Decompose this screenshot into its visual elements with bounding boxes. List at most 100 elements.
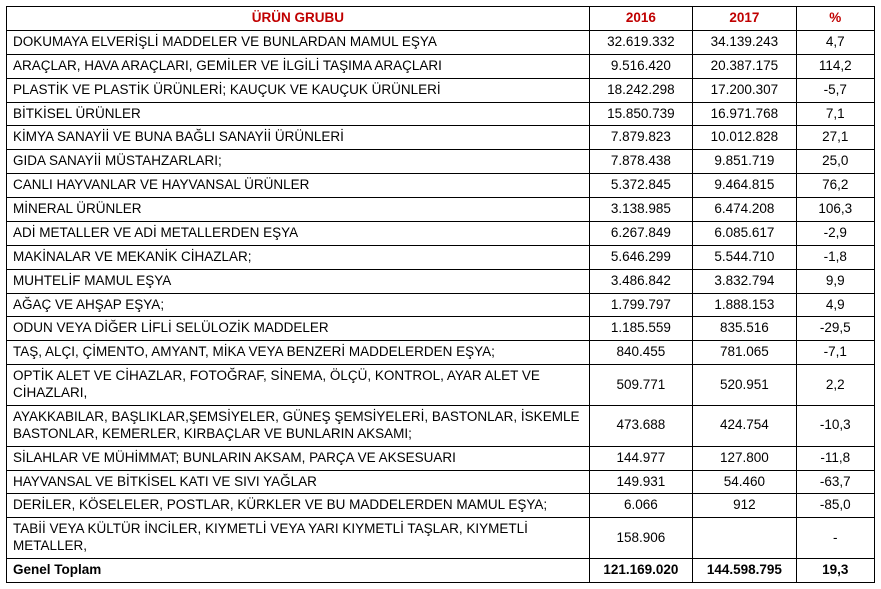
cell-name: AĞAÇ VE AHŞAP EŞYA; xyxy=(7,293,590,317)
cell-name: ODUN VEYA DİĞER LİFLİ SELÜLOZİK MADDELER xyxy=(7,317,590,341)
cell-2017: 781.065 xyxy=(693,341,796,365)
cell-percent: -7,1 xyxy=(796,341,874,365)
cell-2017: 10.012.828 xyxy=(693,126,796,150)
cell-2017: 520.951 xyxy=(693,365,796,406)
table-row: BİTKİSEL ÜRÜNLER15.850.73916.971.7687,1 xyxy=(7,102,875,126)
cell-percent: 76,2 xyxy=(796,174,874,198)
table-row: GIDA SANAYİİ MÜSTAHZARLARI;7.878.4389.85… xyxy=(7,150,875,174)
cell-2016: 32.619.332 xyxy=(589,30,692,54)
cell-percent: -1,8 xyxy=(796,245,874,269)
cell-percent: -10,3 xyxy=(796,405,874,446)
cell-name: MAKİNALAR VE MEKANİK CİHAZLAR; xyxy=(7,245,590,269)
table-row: MUHTELİF MAMUL EŞYA3.486.8423.832.7949,9 xyxy=(7,269,875,293)
cell-2016: 473.688 xyxy=(589,405,692,446)
total-2016: 121.169.020 xyxy=(589,559,692,583)
cell-percent: 114,2 xyxy=(796,54,874,78)
cell-2016: 3.486.842 xyxy=(589,269,692,293)
col-header-2016: 2016 xyxy=(589,7,692,31)
cell-percent: -5,7 xyxy=(796,78,874,102)
cell-name: OPTİK ALET VE CİHAZLAR, FOTOĞRAF, SİNEMA… xyxy=(7,365,590,406)
total-2017: 144.598.795 xyxy=(693,559,796,583)
table-row: KİMYA SANAYİİ VE BUNA BAĞLI SANAYİİ ÜRÜN… xyxy=(7,126,875,150)
cell-2016: 840.455 xyxy=(589,341,692,365)
cell-name: AYAKKABILAR, BAŞLIKLAR,ŞEMSİYELER, GÜNEŞ… xyxy=(7,405,590,446)
cell-2016: 149.931 xyxy=(589,470,692,494)
table-row: AYAKKABILAR, BAŞLIKLAR,ŞEMSİYELER, GÜNEŞ… xyxy=(7,405,875,446)
cell-2017: 17.200.307 xyxy=(693,78,796,102)
table-row: TABİİ VEYA KÜLTÜR İNCİLER, KIYMETLİ VEYA… xyxy=(7,518,875,559)
cell-2016: 6.066 xyxy=(589,494,692,518)
cell-2016: 5.646.299 xyxy=(589,245,692,269)
cell-2016: 18.242.298 xyxy=(589,78,692,102)
cell-percent: -2,9 xyxy=(796,221,874,245)
cell-2017: 127.800 xyxy=(693,446,796,470)
table-row: DERİLER, KÖSELELER, POSTLAR, KÜRKLER VE … xyxy=(7,494,875,518)
cell-2017 xyxy=(693,518,796,559)
table-row: DOKUMAYA ELVERİŞLİ MADDELER VE BUNLARDAN… xyxy=(7,30,875,54)
cell-2017: 6.085.617 xyxy=(693,221,796,245)
cell-name: TABİİ VEYA KÜLTÜR İNCİLER, KIYMETLİ VEYA… xyxy=(7,518,590,559)
cell-2016: 1.185.559 xyxy=(589,317,692,341)
cell-name: TAŞ, ALÇI, ÇİMENTO, AMYANT, MİKA VEYA BE… xyxy=(7,341,590,365)
table-row: HAYVANSAL VE BİTKİSEL KATI VE SIVI YAĞLA… xyxy=(7,470,875,494)
cell-2017: 912 xyxy=(693,494,796,518)
total-percent: 19,3 xyxy=(796,559,874,583)
cell-percent: -63,7 xyxy=(796,470,874,494)
cell-percent: 27,1 xyxy=(796,126,874,150)
cell-2016: 1.799.797 xyxy=(589,293,692,317)
page: ÜRÜN GRUBU 2016 2017 % DOKUMAYA ELVERİŞL… xyxy=(0,0,881,589)
table-row: PLASTİK VE PLASTİK ÜRÜNLERİ; KAUÇUK VE K… xyxy=(7,78,875,102)
cell-name: DERİLER, KÖSELELER, POSTLAR, KÜRKLER VE … xyxy=(7,494,590,518)
col-header-2017: 2017 xyxy=(693,7,796,31)
table-row: ARAÇLAR, HAVA ARAÇLARI, GEMİLER VE İLGİL… xyxy=(7,54,875,78)
cell-percent: -85,0 xyxy=(796,494,874,518)
cell-2016: 9.516.420 xyxy=(589,54,692,78)
cell-2017: 3.832.794 xyxy=(693,269,796,293)
cell-2016: 15.850.739 xyxy=(589,102,692,126)
total-label: Genel Toplam xyxy=(7,559,590,583)
cell-name: MUHTELİF MAMUL EŞYA xyxy=(7,269,590,293)
cell-2017: 1.888.153 xyxy=(693,293,796,317)
cell-name: CANLI HAYVANLAR VE HAYVANSAL ÜRÜNLER xyxy=(7,174,590,198)
cell-name: ADİ METALLER VE ADİ METALLERDEN EŞYA xyxy=(7,221,590,245)
cell-2016: 7.878.438 xyxy=(589,150,692,174)
table-row: MAKİNALAR VE MEKANİK CİHAZLAR;5.646.2995… xyxy=(7,245,875,269)
table-body: DOKUMAYA ELVERİŞLİ MADDELER VE BUNLARDAN… xyxy=(7,30,875,558)
cell-2016: 144.977 xyxy=(589,446,692,470)
table-row: AĞAÇ VE AHŞAP EŞYA;1.799.7971.888.1534,9 xyxy=(7,293,875,317)
cell-2017: 5.544.710 xyxy=(693,245,796,269)
cell-percent: 4,9 xyxy=(796,293,874,317)
total-row: Genel Toplam 121.169.020 144.598.795 19,… xyxy=(7,559,875,583)
col-header-group: ÜRÜN GRUBU xyxy=(7,7,590,31)
cell-2016: 509.771 xyxy=(589,365,692,406)
cell-2017: 835.516 xyxy=(693,317,796,341)
cell-2017: 6.474.208 xyxy=(693,198,796,222)
cell-percent: 9,9 xyxy=(796,269,874,293)
cell-name: MİNERAL ÜRÜNLER xyxy=(7,198,590,222)
table-row: ADİ METALLER VE ADİ METALLERDEN EŞYA6.26… xyxy=(7,221,875,245)
cell-2016: 5.372.845 xyxy=(589,174,692,198)
cell-name: GIDA SANAYİİ MÜSTAHZARLARI; xyxy=(7,150,590,174)
cell-percent: 25,0 xyxy=(796,150,874,174)
table-row: MİNERAL ÜRÜNLER3.138.9856.474.208106,3 xyxy=(7,198,875,222)
cell-name: KİMYA SANAYİİ VE BUNA BAĞLI SANAYİİ ÜRÜN… xyxy=(7,126,590,150)
cell-percent: 4,7 xyxy=(796,30,874,54)
cell-2017: 424.754 xyxy=(693,405,796,446)
table-row: ODUN VEYA DİĞER LİFLİ SELÜLOZİK MADDELER… xyxy=(7,317,875,341)
cell-2017: 20.387.175 xyxy=(693,54,796,78)
table-header: ÜRÜN GRUBU 2016 2017 % xyxy=(7,7,875,31)
cell-2016: 6.267.849 xyxy=(589,221,692,245)
product-group-table: ÜRÜN GRUBU 2016 2017 % DOKUMAYA ELVERİŞL… xyxy=(6,6,875,583)
cell-percent: 7,1 xyxy=(796,102,874,126)
cell-percent: -11,8 xyxy=(796,446,874,470)
cell-percent: -29,5 xyxy=(796,317,874,341)
cell-2016: 7.879.823 xyxy=(589,126,692,150)
cell-2016: 158.906 xyxy=(589,518,692,559)
cell-name: ARAÇLAR, HAVA ARAÇLARI, GEMİLER VE İLGİL… xyxy=(7,54,590,78)
cell-name: BİTKİSEL ÜRÜNLER xyxy=(7,102,590,126)
table-row: OPTİK ALET VE CİHAZLAR, FOTOĞRAF, SİNEMA… xyxy=(7,365,875,406)
cell-name: SİLAHLAR VE MÜHİMMAT; BUNLARIN AKSAM, PA… xyxy=(7,446,590,470)
cell-2017: 34.139.243 xyxy=(693,30,796,54)
cell-2017: 54.460 xyxy=(693,470,796,494)
table-row: SİLAHLAR VE MÜHİMMAT; BUNLARIN AKSAM, PA… xyxy=(7,446,875,470)
